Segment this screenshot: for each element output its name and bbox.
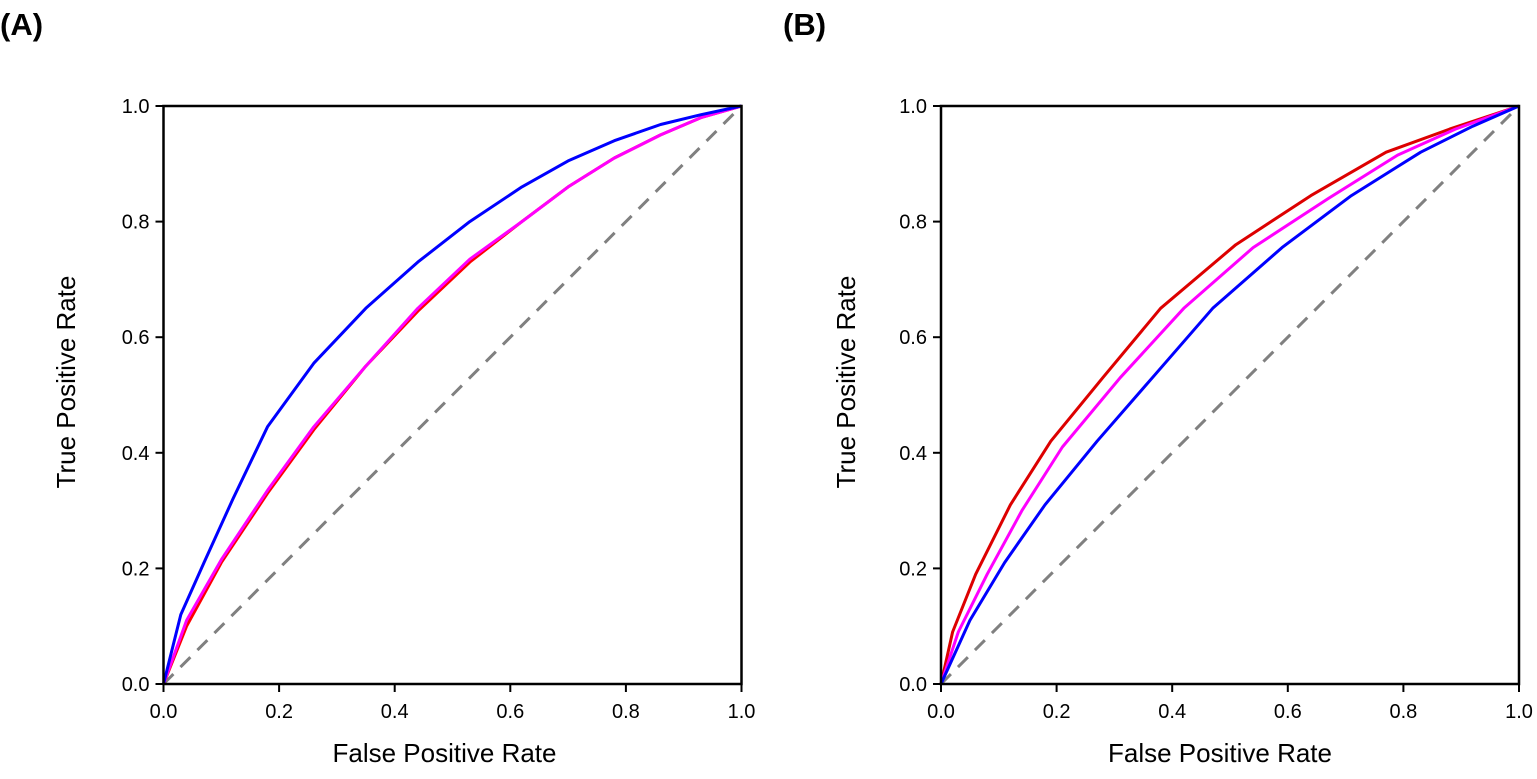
panel-b-x-tick-label: 0.0: [927, 701, 955, 723]
panel-a-y-axis-title: True Positive Rate: [51, 276, 81, 489]
panel-a-x-tick-label: 0.4: [381, 701, 409, 723]
panel-a-chance-diagonal: [162, 104, 743, 686]
panel-b-y-tick-label: 0.0: [899, 674, 927, 696]
panel-b-x-tick-label: 0.2: [1043, 701, 1071, 723]
panel-b: (B) 0.0 0.2 0.4 0.6 0.8 1.0 0.0 0.2 0.4 0.6 0.8 1.0…: [783, 7, 1533, 768]
panel-a-roc-curve-3: [162, 104, 742, 685]
panel-a-y-tick-label: 0.2: [122, 558, 150, 580]
panel-a-x-tick-label: 1.0: [728, 701, 756, 723]
panel-b-x-axis-title: False Positive Rate: [1108, 738, 1332, 768]
panel-b-plot-area: 0.0 0.2 0.4 0.6 0.8 1.0 0.0 0.2 0.4 0.6 0.8 1.0: [899, 96, 1533, 723]
panel-b-ticks: 0.0 0.2 0.4 0.6 0.8 1.0 0.0 0.2 0.4 0.6 0.8 1.0: [899, 96, 1533, 723]
panel-b-x-tick-label: 1.0: [1505, 701, 1533, 723]
panel-b-y-axis-title: True Positive Rate: [831, 276, 861, 489]
panel-a-y-tick-label: 0.8: [122, 212, 150, 234]
panel-b-series-layer: [939, 104, 1521, 686]
panel-a-x-tick-label: 0.6: [496, 701, 524, 723]
panel-b-roc-curve-3: [939, 104, 1520, 685]
panel-a-axes-frame: [162, 104, 743, 686]
panel-a-label: (A): [0, 7, 43, 42]
panel-a-roc-curve-2: [162, 104, 742, 685]
panel-b-x-tick-label: 0.6: [1274, 701, 1302, 723]
panel-b-x-tick-label: 0.4: [1158, 701, 1186, 723]
panel-a: (A) 0.0 0.2 0.4 0.6 0.8 1.0 0.0 0.2 0.4 0.6 0.8 1.0…: [0, 7, 755, 768]
panel-a-plot-area: 0.0 0.2 0.4 0.6 0.8 1.0 0.0 0.2 0.4 0.6 0.8 1.0: [122, 96, 756, 723]
panel-b-y-tick-label: 0.4: [899, 443, 927, 465]
panel-b-roc-curve-2: [939, 104, 1520, 685]
panel-b-label: (B): [783, 7, 826, 42]
panel-b-y-tick-label: 0.6: [899, 327, 927, 349]
panel-b-y-tick-label: 0.8: [899, 212, 927, 234]
panel-a-y-tick-label: 0.6: [122, 327, 150, 349]
panel-a-x-tick-label: 0.2: [265, 701, 293, 723]
panel-a-x-axis-title: False Positive Rate: [333, 738, 557, 768]
panel-a-ticks: 0.0 0.2 0.4 0.6 0.8 1.0 0.0 0.2 0.4 0.6 0.8 1.0: [122, 96, 756, 723]
panel-b-y-tick-label: 1.0: [899, 96, 927, 118]
panel-b-axes-frame: [939, 104, 1521, 686]
panel-b-roc-curve-1: [939, 104, 1520, 685]
panel-a-y-tick-label: 1.0: [122, 96, 150, 118]
panel-b-chance-diagonal: [939, 104, 1521, 686]
panel-a-x-tick-label: 0.8: [612, 701, 640, 723]
panel-a-series-layer: [162, 104, 743, 686]
panel-a-y-tick-label: 0.4: [122, 443, 150, 465]
panel-b-x-tick-label: 0.8: [1389, 701, 1417, 723]
panel-b-y-tick-label: 0.2: [899, 558, 927, 580]
panel-a-x-tick-label: 0.0: [150, 701, 178, 723]
panel-a-y-tick-label: 0.0: [122, 674, 150, 696]
